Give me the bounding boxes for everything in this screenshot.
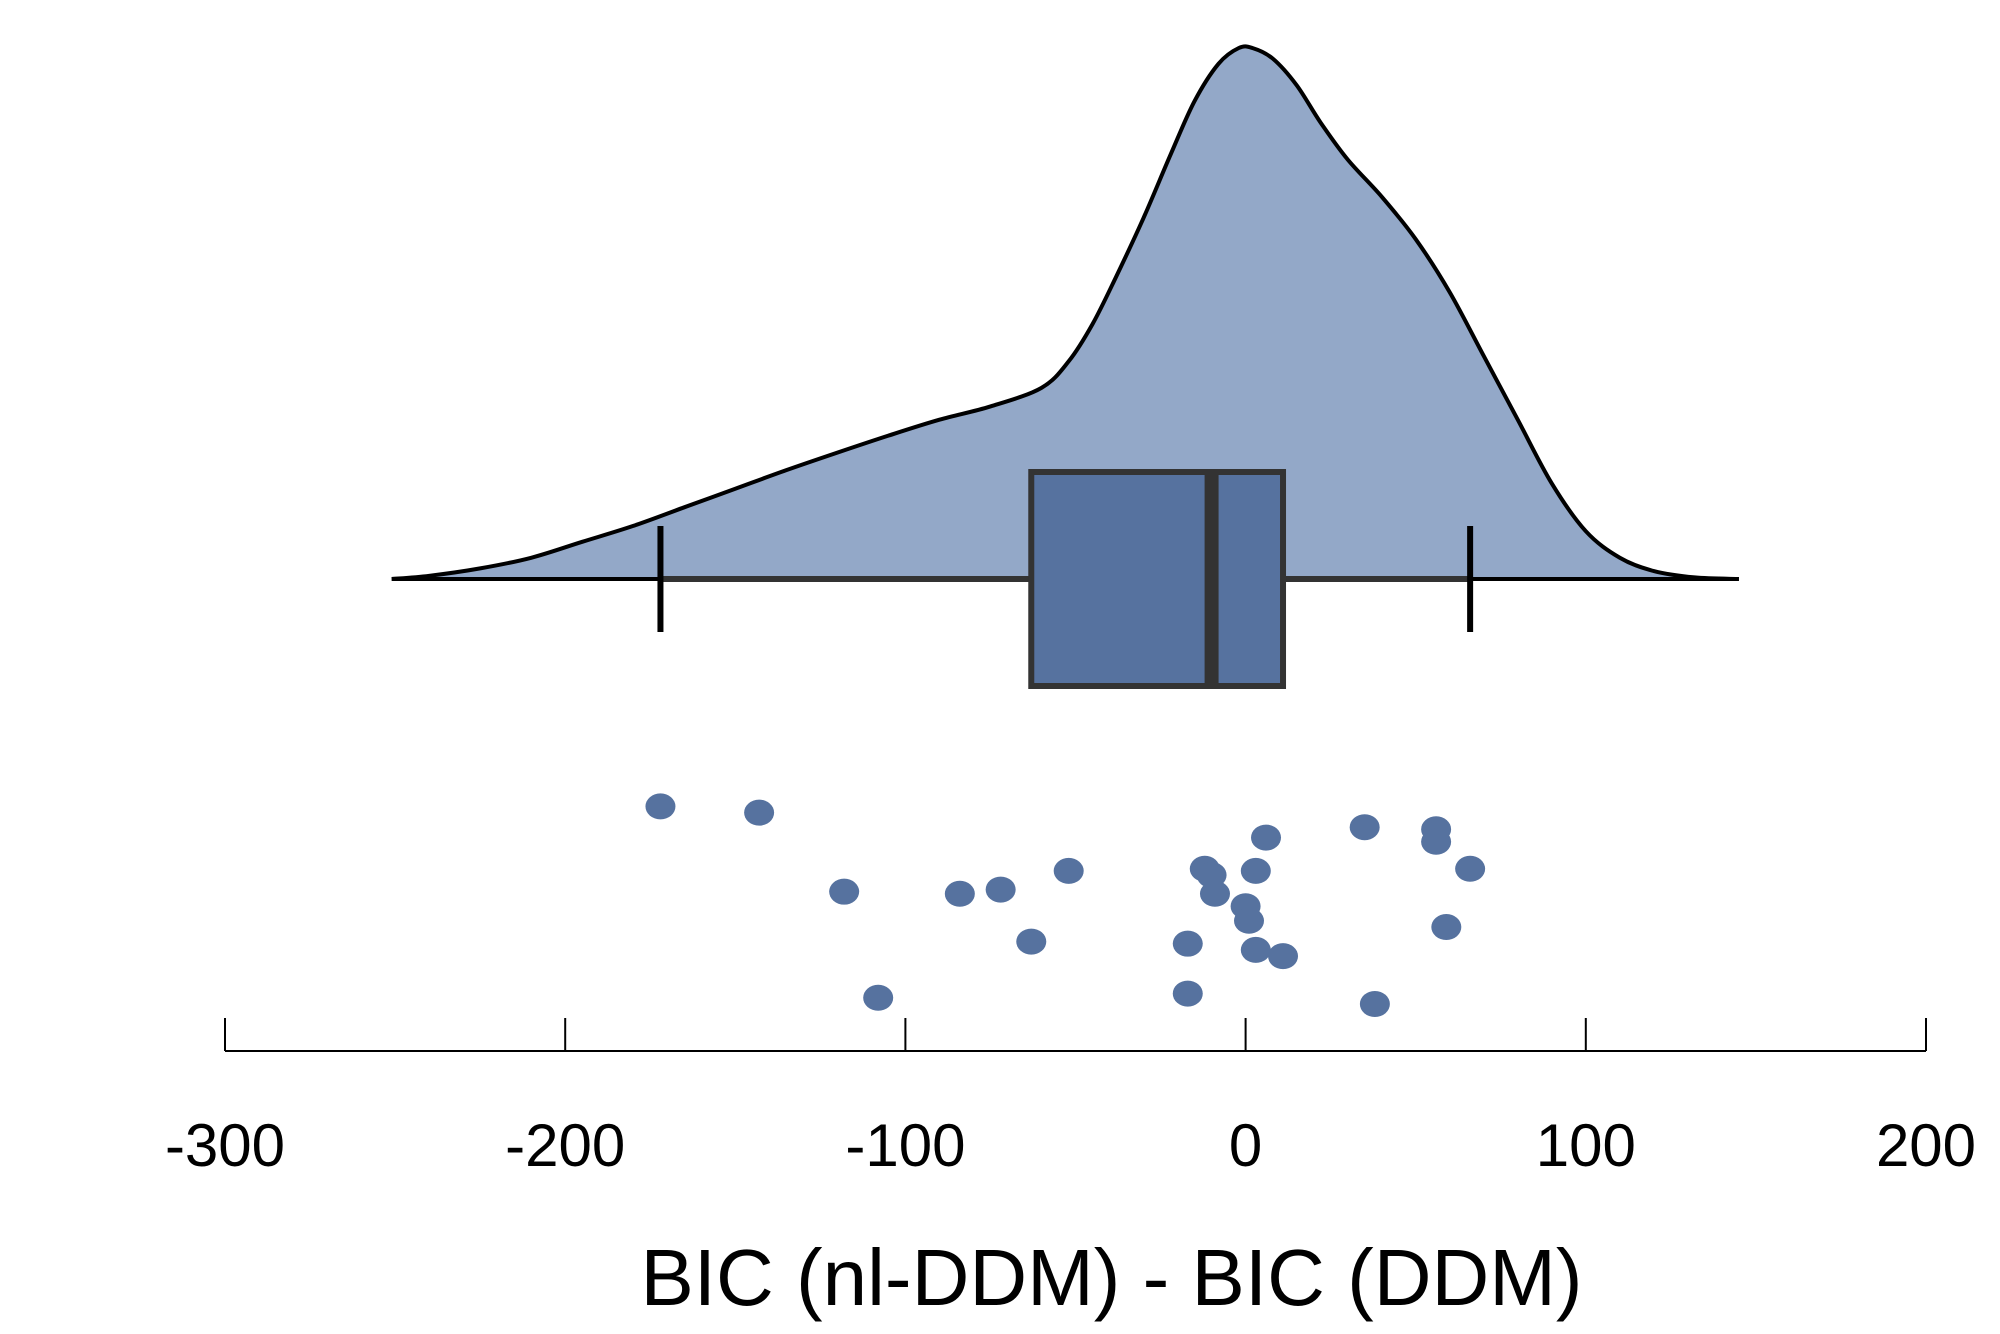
x-tick-label: 200 [1876, 1112, 1976, 1179]
data-point [1234, 907, 1265, 934]
data-point [1053, 857, 1084, 884]
x-tick-label: -300 [165, 1112, 285, 1179]
data-point [1199, 880, 1230, 907]
data-point [985, 876, 1016, 903]
data-point [1431, 914, 1462, 941]
data-point [1455, 855, 1486, 882]
data-point [1359, 991, 1390, 1017]
points-layer [645, 793, 1486, 1017]
x-tick-label: 100 [1536, 1112, 1636, 1179]
x-tick-label: -100 [845, 1112, 965, 1179]
data-point [1240, 857, 1271, 884]
data-point [1268, 943, 1299, 970]
x-axis: -300 -200 -100 0 100 200 [165, 1018, 1976, 1179]
data-point [1172, 980, 1203, 1007]
data-point [1016, 928, 1047, 955]
density-area [391, 46, 1739, 580]
data-point [744, 799, 775, 826]
data-point [1421, 828, 1452, 855]
data-point [944, 880, 975, 907]
density-outline [391, 44, 1739, 581]
box-iqr [1028, 469, 1287, 689]
data-point [1251, 824, 1282, 851]
data-point [1240, 936, 1271, 963]
x-tick-label: -200 [505, 1112, 625, 1179]
data-point [1349, 814, 1380, 841]
x-axis-title: BIC (nl-DDM) - BIC (DDM) [640, 1233, 1582, 1322]
data-point [863, 984, 894, 1011]
data-point [645, 793, 676, 820]
data-point [829, 878, 860, 905]
data-point [1172, 930, 1203, 957]
x-tick-label: 0 [1229, 1112, 1262, 1179]
boxplot-layer [657, 469, 1474, 689]
